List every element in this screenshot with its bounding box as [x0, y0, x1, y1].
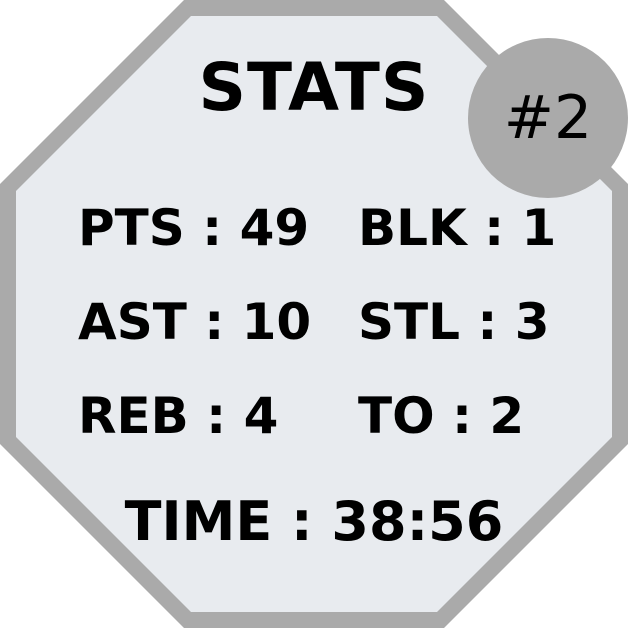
player-number: #2 — [503, 83, 593, 153]
stat-assists: AST : 10 — [78, 293, 312, 351]
player-number-badge: #2 — [468, 38, 628, 198]
stat-steals: STL : 3 — [358, 293, 550, 351]
stat-turnovers: TO : 2 — [358, 387, 525, 445]
octagon-face — [16, 16, 612, 612]
stat-blocks: BLK : 1 — [358, 199, 557, 257]
stat-time: TIME : 38:56 — [124, 490, 504, 553]
stat-rebounds: REB : 4 — [78, 387, 279, 445]
stat-points: PTS : 49 — [78, 199, 310, 257]
card-title: STATS — [198, 49, 430, 126]
